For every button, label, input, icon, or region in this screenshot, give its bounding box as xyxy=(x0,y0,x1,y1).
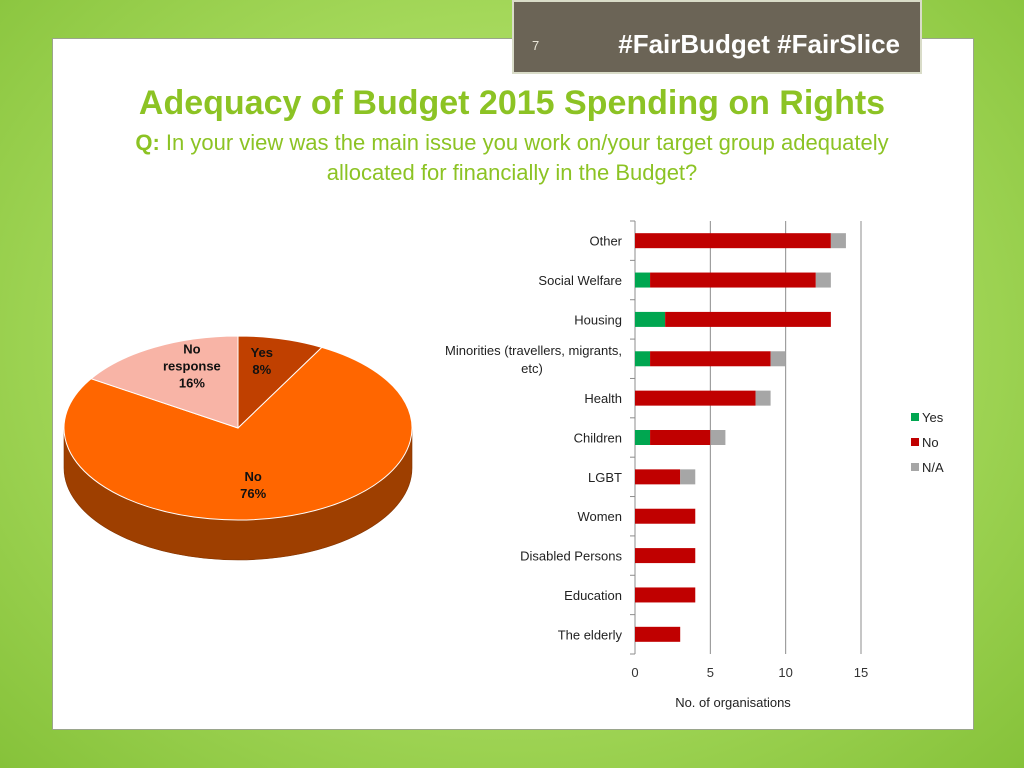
bar-x-tick-label: 5 xyxy=(707,665,714,680)
bar-segment-yes xyxy=(635,430,651,445)
bar-segment-na xyxy=(710,430,726,445)
bar-category-label: Children xyxy=(574,431,622,446)
survey-question: Q: In your view was the main issue you w… xyxy=(92,128,932,188)
pie-slice-label: No response 16% xyxy=(163,342,221,391)
bar-x-axis-title: No. of organisations xyxy=(675,695,791,710)
bar-category-label: Other xyxy=(589,234,622,249)
bar-segment-yes xyxy=(635,311,666,327)
bar-category-label: Social Welfare xyxy=(538,273,622,288)
question-text: In your view was the main issue you work… xyxy=(165,130,889,185)
bar-segment-yes xyxy=(635,272,651,288)
bar-segment-yes xyxy=(635,351,651,367)
bar-segment-na xyxy=(830,233,846,249)
bar-segment-no xyxy=(665,311,831,327)
slide-number: 7 xyxy=(532,38,540,53)
header-tab xyxy=(512,0,922,74)
legend-label: No xyxy=(922,435,939,450)
bar-segment-no xyxy=(650,430,711,445)
pie-slice xyxy=(90,335,239,429)
bar-segment-no xyxy=(635,390,756,406)
bar-category-label: Minorities (travellers, migrants, etc) xyxy=(445,343,622,376)
legend-swatch xyxy=(911,463,919,471)
bar-segment-no xyxy=(635,508,696,524)
bar-segment-no xyxy=(635,233,831,249)
bar-chart: 0 5 10 15 Other Social Welfare Housing Minoriti… xyxy=(445,220,944,710)
bar-segment-no xyxy=(635,548,696,564)
bar-category-label: Housing xyxy=(574,312,622,327)
legend-label: Yes xyxy=(922,410,944,425)
bar-category-label: Women xyxy=(577,509,622,524)
pie-chart: Yes 8% No 76% No response 16% xyxy=(63,335,413,561)
bar-segment-no xyxy=(635,469,681,485)
bar-segment-no xyxy=(650,272,816,288)
legend-swatch xyxy=(911,413,919,421)
bar-x-tick-label: 10 xyxy=(778,665,792,680)
bar-segment-na xyxy=(755,390,771,406)
bar-segment-no xyxy=(650,351,771,367)
bar-segment-na xyxy=(815,272,831,288)
legend-label: N/A xyxy=(922,460,944,475)
hashtags-heading: #FairBudget #FairSlice xyxy=(618,29,900,59)
bar-segment-no xyxy=(635,587,696,603)
bar-category-label: Health xyxy=(584,391,622,406)
bar-segment-na xyxy=(680,469,696,485)
legend-swatch xyxy=(911,438,919,446)
bar-segment-no xyxy=(635,626,681,642)
bar-segment-na xyxy=(770,351,786,367)
pie-slice xyxy=(63,346,413,521)
slide-title: Adequacy of Budget 2015 Spending on Righ… xyxy=(138,84,886,122)
pie-slice-label: Yes 8% xyxy=(251,345,273,377)
bar-category-label: Disabled Persons xyxy=(520,549,622,564)
bar-category-label: Education xyxy=(564,588,622,603)
question-label: Q: xyxy=(135,130,160,155)
bar-x-tick-label: 15 xyxy=(854,665,868,680)
pie-slice-label: No 76% xyxy=(240,469,266,501)
bar-category-label: LGBT xyxy=(588,470,622,485)
bar-x-tick-label: 0 xyxy=(631,665,638,680)
bar-category-label: The elderly xyxy=(558,627,623,642)
